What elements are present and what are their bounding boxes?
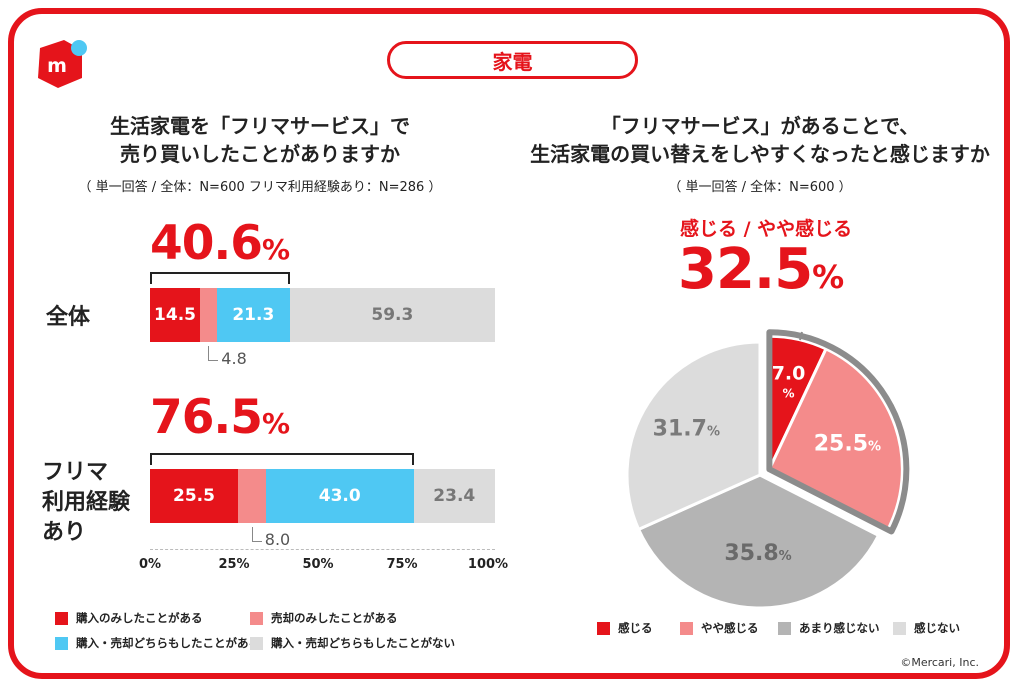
- exploded-group-outline: [766, 329, 910, 535]
- bar-value-label: 59.3: [371, 305, 414, 325]
- bar-value-label: 21.3: [232, 305, 275, 325]
- legend-swatch: [55, 611, 68, 625]
- pie-slice-label: 25.5%: [814, 432, 881, 457]
- bar-segment: 59.3: [290, 288, 495, 342]
- legend-item: 感じる: [597, 620, 653, 636]
- pie-slice-label: 31.7%: [653, 416, 720, 441]
- pie-slice: [625, 340, 762, 532]
- row-label-all: 全体: [46, 305, 91, 330]
- left-chart-title: 生活家電を「フリマサービス」で 売り買いしたことがありますか: [110, 114, 410, 166]
- legend-swatch: [778, 621, 791, 635]
- x-tick-label: 50%: [302, 557, 334, 572]
- pie-chart: 7.0 % 25.5% 35.8% 31.7%: [625, 329, 910, 610]
- legend-item: 感じない: [893, 620, 960, 636]
- x-tick-label: 0%: [138, 557, 162, 572]
- highlight-value: 32.5%: [678, 237, 845, 302]
- bar-segment: 23.4: [413, 469, 495, 523]
- legend-swatch: [250, 611, 263, 625]
- total-label-frima: 76.5%: [150, 390, 291, 445]
- bar-segment: 14.5: [150, 288, 201, 342]
- legend-item: 売却のみしたことがある: [250, 610, 398, 626]
- total-bracket: [150, 453, 414, 465]
- bar-value-label: 14.5: [154, 305, 196, 325]
- svg-text:m: m: [47, 55, 67, 77]
- small-value-callout: [208, 346, 219, 361]
- legend-swatch: [55, 636, 68, 650]
- bar-value-label: 43.0: [318, 486, 361, 506]
- x-tick-label: 75%: [386, 557, 418, 572]
- x-axis-line: [150, 549, 495, 550]
- total-bracket: [150, 272, 291, 284]
- legend-swatch: [250, 636, 263, 650]
- highlight-leader-line: [799, 331, 803, 341]
- left-chart-note: （ 単一回答 / 全体：N=600 フリマ利用経験あり：N=286 ）: [78, 180, 442, 195]
- copyright-notice: ©Mercari, Inc.: [900, 656, 979, 669]
- small-value-callout: [251, 527, 262, 542]
- bar-segment: 21.3: [216, 288, 291, 342]
- pie-slice: [636, 473, 881, 610]
- highlight-caption: 感じる / やや感じる: [680, 218, 853, 240]
- legend-swatch: [597, 621, 610, 635]
- legend-swatch: [680, 621, 693, 635]
- mercari-logo-icon: m: [38, 40, 87, 88]
- pie-slice-label: 35.8%: [724, 541, 791, 566]
- legend-swatch: [893, 621, 906, 635]
- small-value-label: 4.8: [221, 349, 247, 368]
- x-tick-label: 25%: [218, 557, 250, 572]
- x-tick-label: 100%: [467, 557, 509, 572]
- category-tag: 家電: [387, 41, 638, 79]
- bar-segment: 25.5: [150, 469, 238, 523]
- legend-item: やや感じる: [680, 620, 759, 636]
- right-chart-title: 「フリマサービス」があることで、 生活家電の買い替えをしやすくなったと感じますか: [530, 114, 990, 166]
- right-chart-note: （ 単一回答 / 全体：N=600 ）: [668, 180, 852, 195]
- outer-frame: [8, 8, 1010, 679]
- pie-slice-label: 7.0%: [772, 363, 806, 401]
- bar-value-label: 25.5: [173, 486, 215, 506]
- legend-item: あまり感じない: [778, 620, 880, 636]
- row-label-frima: フリマ 利用経験 あり: [42, 460, 131, 545]
- legend-item: 購入のみしたことがある: [55, 610, 203, 626]
- bar-value-label: 23.4: [433, 486, 476, 506]
- bar-segment: 43.0: [265, 469, 414, 523]
- small-value-label: 8.0: [264, 530, 291, 549]
- legend-item: 購入・売却どちらもしたことがない: [250, 635, 455, 651]
- legend-item: 購入・売却どちらもしたことがある: [55, 635, 260, 651]
- bar-segment: [237, 469, 266, 523]
- total-label-all: 40.6%: [150, 216, 291, 271]
- bar-segment: [200, 288, 217, 342]
